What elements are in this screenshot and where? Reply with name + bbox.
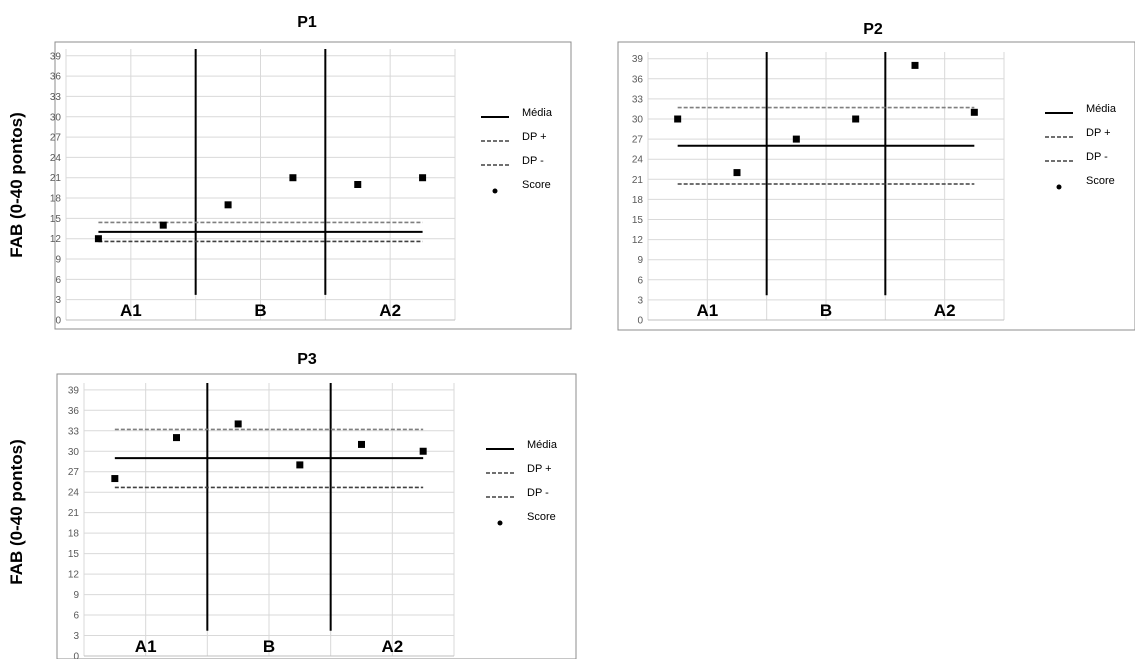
legend-swatch	[1056, 184, 1062, 190]
score-point	[419, 447, 427, 455]
y-tick-label: 3	[73, 631, 79, 642]
y-tick-label: 33	[632, 94, 644, 105]
y-tick-label: 9	[637, 255, 643, 266]
phase-label: B	[254, 301, 266, 320]
score-point	[792, 135, 800, 143]
chart-frame	[56, 373, 577, 659]
phase-label: A2	[381, 637, 403, 656]
y-tick-label: 39	[50, 51, 62, 62]
score-point	[94, 235, 102, 243]
y-tick-label: 9	[73, 590, 79, 601]
legend-label: DP +	[527, 463, 552, 475]
score-point	[970, 108, 978, 116]
score-point	[224, 201, 232, 209]
y-tick-label: 24	[50, 153, 62, 164]
score-point	[159, 221, 167, 229]
legend-label: Média	[1086, 103, 1117, 115]
y-tick-label: 24	[632, 155, 644, 166]
legend-swatch	[497, 520, 503, 526]
y-tick-label: 12	[68, 570, 80, 581]
score-point	[289, 174, 297, 182]
y-tick-label: 18	[68, 529, 80, 540]
score-point	[419, 174, 427, 182]
legend-label: Média	[527, 439, 558, 451]
y-axis-label-top: FAB (0-40 pontos)	[7, 112, 26, 257]
chart-title: P3	[297, 351, 317, 368]
y-tick-label: 3	[637, 295, 643, 306]
y-tick-label: 0	[73, 652, 79, 659]
y-tick-label: 24	[68, 488, 80, 499]
y-tick-label: 0	[637, 316, 643, 327]
y-tick-label: 18	[632, 195, 644, 206]
score-point	[234, 420, 242, 428]
score-point	[852, 115, 860, 123]
legend-label: DP -	[527, 487, 549, 499]
score-point	[911, 61, 919, 69]
legend-label: Score	[522, 179, 551, 191]
y-tick-label: 6	[55, 275, 61, 286]
y-tick-label: 33	[68, 426, 80, 437]
y-tick-label: 36	[50, 72, 62, 83]
y-tick-label: 12	[632, 235, 644, 246]
y-tick-label: 30	[50, 112, 62, 123]
score-point	[733, 169, 741, 177]
y-tick-label: 21	[50, 173, 62, 184]
y-tick-label: 30	[632, 115, 644, 126]
y-tick-label: 15	[632, 215, 644, 226]
legend-label: DP +	[522, 131, 547, 143]
phase-label: A1	[135, 637, 157, 656]
chart-title: P1	[297, 14, 317, 31]
y-tick-label: 9	[55, 255, 61, 266]
y-tick-label: 0	[55, 316, 61, 327]
y-tick-label: 27	[68, 467, 80, 478]
y-tick-label: 33	[50, 92, 62, 103]
y-tick-label: 36	[632, 74, 644, 85]
score-point	[358, 440, 365, 448]
y-tick-label: 18	[50, 194, 62, 205]
legend-swatch	[492, 188, 498, 194]
legend-label: Média	[522, 107, 553, 119]
chart-title: P2	[863, 21, 883, 38]
y-tick-label: 27	[50, 133, 62, 144]
phase-label: A1	[696, 301, 718, 320]
phase-label: B	[263, 637, 275, 656]
y-tick-label: 27	[632, 135, 644, 146]
y-tick-label: 6	[637, 275, 643, 286]
y-tick-label: 36	[68, 406, 80, 417]
legend-label: Score	[527, 511, 556, 523]
y-tick-label: 21	[68, 508, 80, 519]
score-point	[111, 475, 119, 483]
chart-frame	[617, 41, 1135, 331]
y-tick-label: 15	[50, 214, 62, 225]
y-tick-label: 12	[50, 234, 62, 245]
phase-label: A2	[379, 301, 401, 320]
phase-label: A1	[120, 301, 142, 320]
y-tick-label: 15	[68, 549, 80, 560]
y-tick-label: 3	[55, 295, 61, 306]
y-tick-label: 39	[68, 385, 80, 396]
y-tick-label: 21	[632, 175, 644, 186]
legend-label: DP -	[1086, 151, 1108, 163]
legend-label: DP +	[1086, 127, 1111, 139]
score-point	[296, 461, 304, 469]
phase-label: A2	[934, 301, 956, 320]
y-tick-label: 30	[68, 447, 80, 458]
phase-label: B	[820, 301, 832, 320]
score-point	[674, 115, 682, 123]
y-axis-label-bottom: FAB (0-40 pontos)	[7, 439, 26, 584]
y-tick-label: 39	[632, 54, 644, 65]
legend-label: Score	[1086, 175, 1115, 187]
legend-label: DP -	[522, 155, 544, 167]
score-point	[354, 181, 362, 188]
chart-frame	[54, 41, 572, 330]
score-point	[173, 434, 180, 442]
y-tick-label: 6	[73, 611, 79, 622]
